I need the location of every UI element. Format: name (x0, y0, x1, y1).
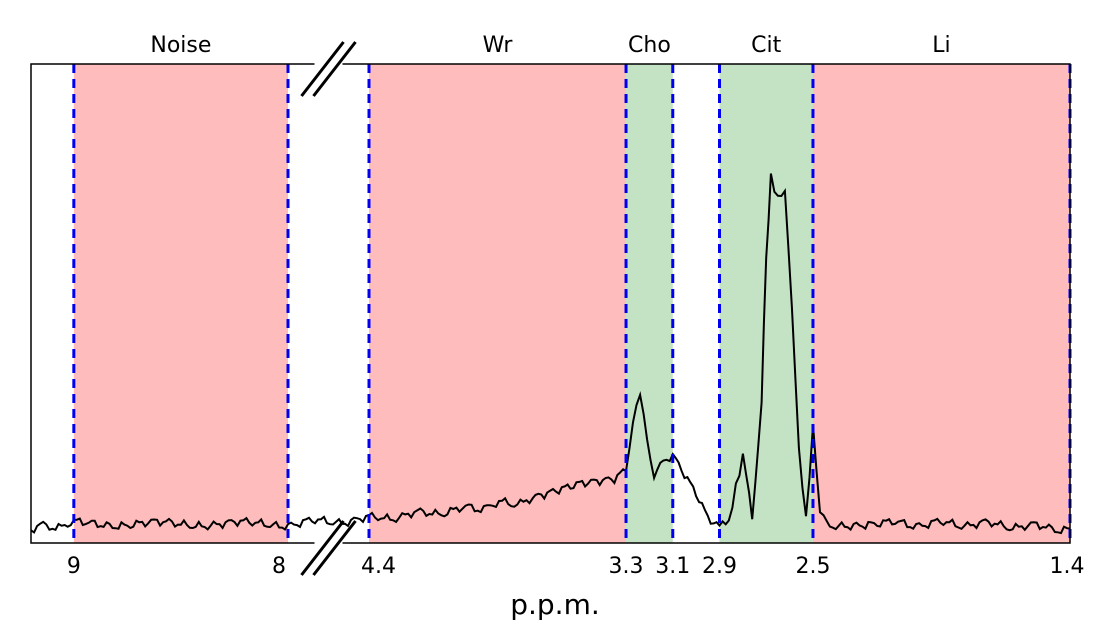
tick-label-0: 9 (67, 554, 81, 579)
region-label-2: Cho (628, 33, 671, 58)
region-band-0 (73, 64, 288, 543)
axis-break-marks (300, 41, 357, 576)
tick-label-3: 3.3 (609, 554, 644, 579)
axis-break-slash-1-0 (300, 520, 345, 576)
tick-label-2: 4.4 (361, 554, 396, 579)
tick-labels: 9 8 4.4 3.3 3.1 2.9 2.5 1.4 (67, 554, 1085, 579)
spectrum-line (30, 173, 1071, 535)
region-label-1: Wr (483, 33, 514, 58)
tick-label-4: 3.1 (655, 554, 690, 579)
plot-frame (30, 63, 1071, 544)
axis-break-gap-1 (314, 540, 343, 546)
region-band-3 (719, 64, 813, 543)
region-bands (73, 64, 1070, 543)
axis-break-gap-0 (314, 61, 343, 67)
region-label-4: Li (932, 33, 950, 58)
region-band-4 (812, 64, 1070, 543)
region-label-0: Noise (150, 33, 211, 58)
region-band-1 (369, 64, 627, 543)
tick-label-1: 8 (272, 554, 286, 579)
tick-label-7: 1.4 (1050, 554, 1085, 579)
axis-break-slash-0-0 (300, 41, 345, 97)
tick-label-5: 2.9 (702, 554, 737, 579)
region-band-2 (626, 64, 673, 543)
x-axis-label: p.p.m. (510, 588, 600, 621)
region-labels: Noise Wr Cho Cit Li (150, 33, 950, 58)
axis-break-slash-0-1 (312, 41, 357, 97)
axis-break-slash-1-1 (312, 520, 357, 576)
region-label-3: Cit (751, 33, 781, 58)
tick-label-6: 2.5 (795, 554, 830, 579)
